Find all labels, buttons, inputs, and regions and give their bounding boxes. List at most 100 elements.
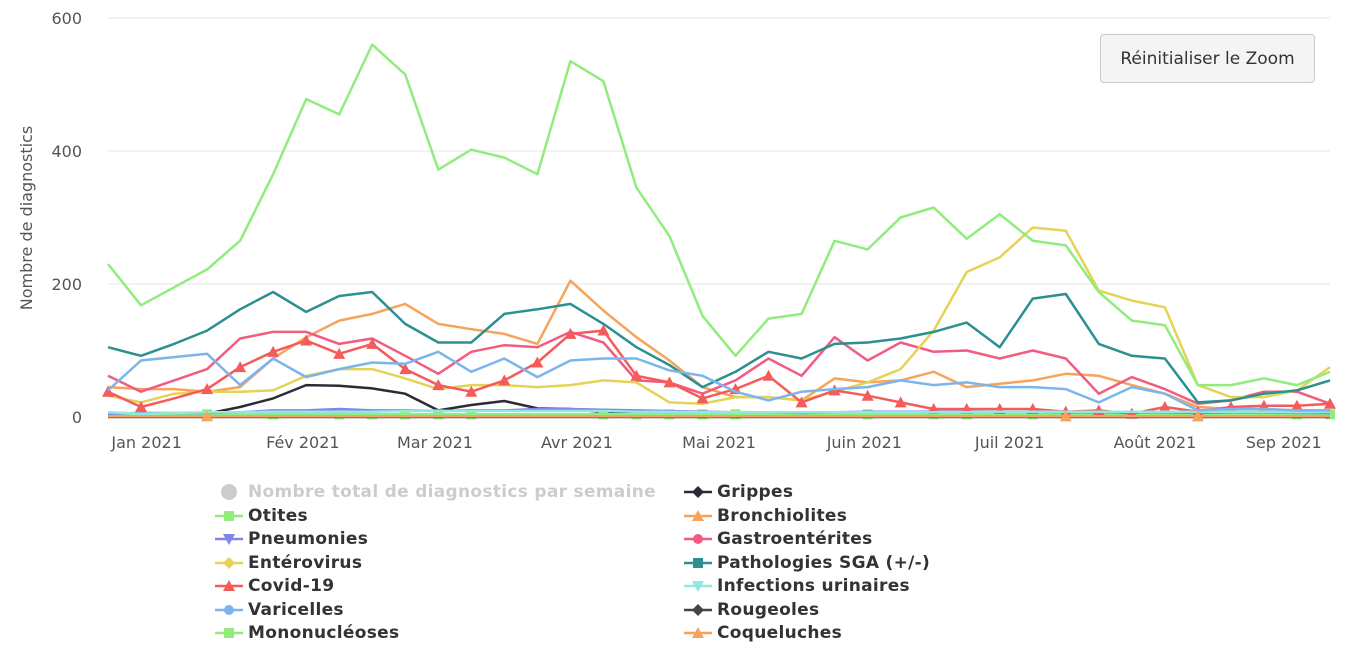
legend-item-varicelles[interactable]: Varicelles — [215, 599, 344, 621]
x-tick-label: Juil 2021 — [974, 433, 1045, 452]
legend-marker[interactable] — [224, 604, 234, 615]
data-point[interactable] — [399, 363, 412, 375]
legend-symbol-icon — [684, 627, 712, 638]
data-point[interactable] — [663, 376, 676, 388]
series-line[interactable] — [107, 226, 1331, 405]
series-gastroent-rites[interactable] — [107, 330, 1331, 405]
data-point[interactable] — [861, 389, 874, 401]
data-point[interactable] — [630, 369, 643, 381]
legend-marker[interactable] — [224, 510, 234, 521]
series-varicelles[interactable] — [107, 350, 1330, 412]
data-point[interactable] — [564, 327, 577, 339]
legend-item-otites[interactable]: Otites — [215, 505, 308, 527]
legend-item-bronchiolites[interactable]: Bronchiolites — [684, 505, 847, 527]
data-point[interactable] — [1324, 397, 1336, 409]
data-point[interactable] — [1158, 401, 1171, 413]
data-point[interactable] — [300, 334, 313, 346]
legend-marker[interactable] — [223, 534, 235, 545]
legend-marker[interactable] — [223, 556, 235, 569]
legend-marker[interactable] — [221, 484, 237, 500]
legend-marker[interactable] — [693, 534, 703, 544]
x-axis-ticks: Jan 2021 Fév 2021 Mar 2021 Avr 2021 Mai 2021… — [110, 433, 1321, 452]
data-point[interactable] — [234, 361, 247, 373]
data-point[interactable] — [730, 409, 741, 420]
data-point[interactable] — [268, 409, 279, 420]
data-point[interactable] — [432, 379, 445, 391]
legend-item-nombre-total-de-diagnostics-par-semaine[interactable]: Nombre total de diagnostics par semaine — [215, 481, 656, 503]
series-infections-urinaires[interactable] — [107, 409, 1331, 415]
x-tick-label: Fév 2021 — [266, 433, 339, 452]
data-point[interactable] — [598, 409, 609, 420]
data-point[interactable] — [366, 337, 379, 349]
x-tick-label: Sep 2021 — [1246, 433, 1322, 452]
data-point[interactable] — [1290, 399, 1303, 411]
data-point[interactable] — [466, 409, 477, 420]
data-point[interactable] — [862, 409, 873, 420]
reset-zoom-button[interactable]: Réinitialiser le Zoom — [1100, 34, 1315, 83]
legend-marker[interactable] — [223, 580, 235, 591]
data-point[interactable] — [465, 385, 478, 397]
legend-item-mononucl-oses[interactable]: Mononucléoses — [215, 622, 399, 644]
legend-marker[interactable] — [224, 628, 234, 638]
legend-label: Grippes — [717, 482, 794, 502]
legend-item-rougeoles[interactable]: Rougeoles — [684, 599, 819, 621]
legend-marker[interactable] — [693, 557, 703, 568]
legend-item-pneumonies[interactable]: Pneumonies — [215, 528, 368, 550]
data-point[interactable] — [894, 396, 907, 408]
data-point[interactable] — [696, 392, 709, 404]
data-point[interactable] — [1191, 410, 1204, 422]
data-point[interactable] — [400, 409, 411, 420]
series-line[interactable] — [107, 350, 1330, 412]
data-point[interactable] — [433, 409, 444, 420]
data-point[interactable] — [1059, 410, 1072, 422]
data-point[interactable] — [334, 409, 345, 420]
legend-marker[interactable] — [692, 603, 704, 616]
legend-item-grippes[interactable]: Grippes — [684, 481, 793, 503]
series-line[interactable] — [107, 329, 1331, 415]
data-point[interactable] — [961, 409, 972, 420]
series-ent-rovirus[interactable] — [107, 226, 1331, 405]
legend-marker[interactable] — [692, 486, 704, 498]
x-tick-label: Mar 2021 — [397, 433, 473, 452]
series-pathologies-sga-[interactable] — [107, 290, 1331, 404]
data-point[interactable] — [631, 409, 642, 420]
series-line[interactable] — [107, 43, 1331, 387]
legend-item-gastroent-rites[interactable]: Gastroentérites — [684, 528, 873, 550]
data-point[interactable] — [697, 409, 708, 420]
legend-item-coqueluches[interactable]: Coqueluches — [684, 622, 842, 644]
data-point[interactable] — [664, 409, 675, 420]
legend-marker[interactable] — [692, 581, 704, 592]
legend-item-infections-urinaires[interactable]: Infections urinaires — [684, 575, 910, 597]
data-point[interactable] — [367, 409, 378, 420]
data-point[interactable] — [333, 347, 346, 359]
legend-label: Covid-19 — [248, 576, 335, 596]
data-point[interactable] — [531, 356, 544, 368]
data-point[interactable] — [795, 396, 808, 408]
series-mononucl-oses[interactable] — [107, 43, 1331, 387]
legend-item-covid-19[interactable]: Covid-19 — [215, 575, 334, 597]
legend-marker[interactable] — [692, 627, 704, 638]
legend-symbol-icon — [684, 581, 712, 592]
legend-symbol-icon — [215, 604, 243, 615]
legend-item-ent-rovirus[interactable]: Entérovirus — [215, 552, 362, 574]
data-point[interactable] — [135, 401, 148, 413]
legend-item-pathologies-sga-[interactable]: Pathologies SGA (+/-) — [684, 552, 930, 574]
data-point[interactable] — [102, 385, 114, 397]
data-point[interactable] — [1291, 409, 1302, 420]
series-line[interactable] — [107, 330, 1331, 405]
data-point[interactable] — [498, 374, 511, 386]
data-point[interactable] — [597, 324, 610, 336]
data-point[interactable] — [267, 345, 280, 357]
data-point[interactable] — [201, 410, 214, 422]
series-coqueluches[interactable] — [108, 410, 1330, 422]
series-covid-19[interactable] — [102, 324, 1336, 419]
data-point[interactable] — [201, 383, 214, 395]
series-line[interactable] — [107, 290, 1331, 404]
data-point[interactable] — [1027, 409, 1038, 420]
series-line[interactable] — [107, 409, 1331, 415]
data-point[interactable] — [1325, 409, 1335, 420]
data-point[interactable] — [762, 369, 775, 381]
legend-marker[interactable] — [692, 509, 704, 521]
data-point[interactable] — [928, 409, 939, 420]
